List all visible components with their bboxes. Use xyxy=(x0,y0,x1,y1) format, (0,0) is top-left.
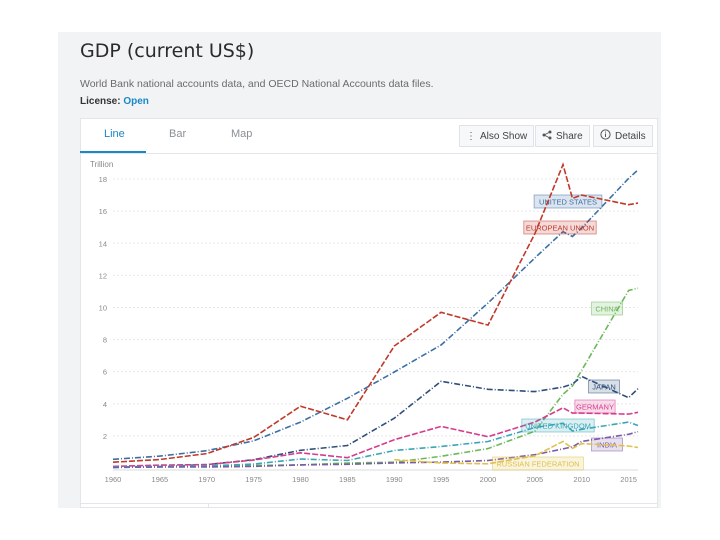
page-title: GDP (current US$) xyxy=(80,40,255,62)
series-label-united-kingdom: UNITED KINGDOM xyxy=(521,418,595,433)
share-label: Share xyxy=(556,130,583,142)
footer-tick xyxy=(208,503,209,508)
series-label-russian-federation: RUSSIAN FEDERATION xyxy=(492,456,584,471)
series-line-china xyxy=(112,287,639,468)
x-tick-label: 2015 xyxy=(620,475,637,484)
series-label-european-union: EUROPEAN UNION xyxy=(523,220,597,235)
series-label-box xyxy=(588,379,620,394)
series-label-box xyxy=(521,418,595,433)
series-label-united-states: UNITED STATES xyxy=(533,194,603,209)
tabs-divider xyxy=(80,153,658,154)
y-tick-label: 8 xyxy=(103,336,107,345)
y-tick-label: 12 xyxy=(99,271,107,280)
y-axis-unit-label: Trillion xyxy=(90,160,113,169)
series-line-russian-federation xyxy=(394,440,639,465)
series-label-germany: GERMANY xyxy=(574,399,616,414)
share-button[interactable]: Share xyxy=(535,125,590,147)
series-label-text: EUROPEAN UNION xyxy=(526,224,594,233)
info-icon xyxy=(600,129,611,143)
series-line-european-union xyxy=(112,162,639,463)
x-tick-label: 1980 xyxy=(292,475,309,484)
series-label-text: CHINA xyxy=(595,305,618,314)
x-tick-label: 1985 xyxy=(339,475,356,484)
tab-line[interactable]: Line xyxy=(104,128,125,140)
x-tick-label: 1995 xyxy=(433,475,450,484)
y-tick-label: 16 xyxy=(99,207,107,216)
series-line-japan xyxy=(112,375,639,469)
series-label-box xyxy=(492,456,584,471)
y-tick-label: 14 xyxy=(99,239,107,248)
x-tick-label: 2010 xyxy=(573,475,590,484)
x-tick-label: 1965 xyxy=(152,475,169,484)
tab-map[interactable]: Map xyxy=(231,128,253,140)
license-label: License: xyxy=(80,96,121,107)
series-label-box xyxy=(591,301,623,316)
series-label-text: UNITED STATES xyxy=(539,198,597,207)
also-show-label: Also Show xyxy=(480,130,528,142)
series-label-box xyxy=(574,399,616,414)
x-tick-label: 1975 xyxy=(245,475,262,484)
x-tick-label: 1970 xyxy=(198,475,215,484)
source-text: World Bank national accounts data, and O… xyxy=(80,78,434,90)
series-label-china: CHINA xyxy=(591,301,623,316)
series-label-box xyxy=(523,220,597,235)
chart-footer-divider xyxy=(80,503,658,504)
series-label-japan: JAPAN xyxy=(588,379,620,394)
x-tick-label: 1960 xyxy=(105,475,122,484)
series-label-text: RUSSIAN FEDERATION xyxy=(496,460,579,469)
y-tick-label: 18 xyxy=(99,175,107,184)
y-tick-label: 4 xyxy=(103,400,107,409)
details-label: Details xyxy=(615,130,646,142)
x-tick-label: 2000 xyxy=(480,475,497,484)
gdp-line-chart: Trillion 2 4 6 8 10 12 14 16 18 1960 1965 1970 1975 19… xyxy=(90,160,639,484)
also-show-button[interactable]: ⋮ Also Show xyxy=(459,125,535,147)
license-line: License: Open xyxy=(80,96,149,107)
y-tick-label: 2 xyxy=(103,432,107,441)
vertical-ellipsis-icon: ⋮ xyxy=(466,130,476,142)
series-line-united-states xyxy=(112,169,639,461)
license-value-link[interactable]: Open xyxy=(123,96,149,107)
series-line-india xyxy=(112,430,639,469)
active-tab-indicator xyxy=(80,151,146,153)
y-tick-label: 6 xyxy=(103,368,107,377)
details-button[interactable]: Details xyxy=(593,125,653,147)
share-icon xyxy=(542,130,552,143)
x-tick-label: 2005 xyxy=(527,475,544,484)
tab-bar[interactable]: Bar xyxy=(169,128,187,140)
series-label-text: GERMANY xyxy=(576,403,614,412)
x-tick-label: 1990 xyxy=(386,475,403,484)
series-label-text: UNITED KINGDOM xyxy=(525,422,591,431)
series-label-box xyxy=(533,194,603,209)
chart-card xyxy=(80,118,658,508)
y-tick-label: 10 xyxy=(99,303,107,312)
series-label-text: JAPAN xyxy=(592,383,616,392)
